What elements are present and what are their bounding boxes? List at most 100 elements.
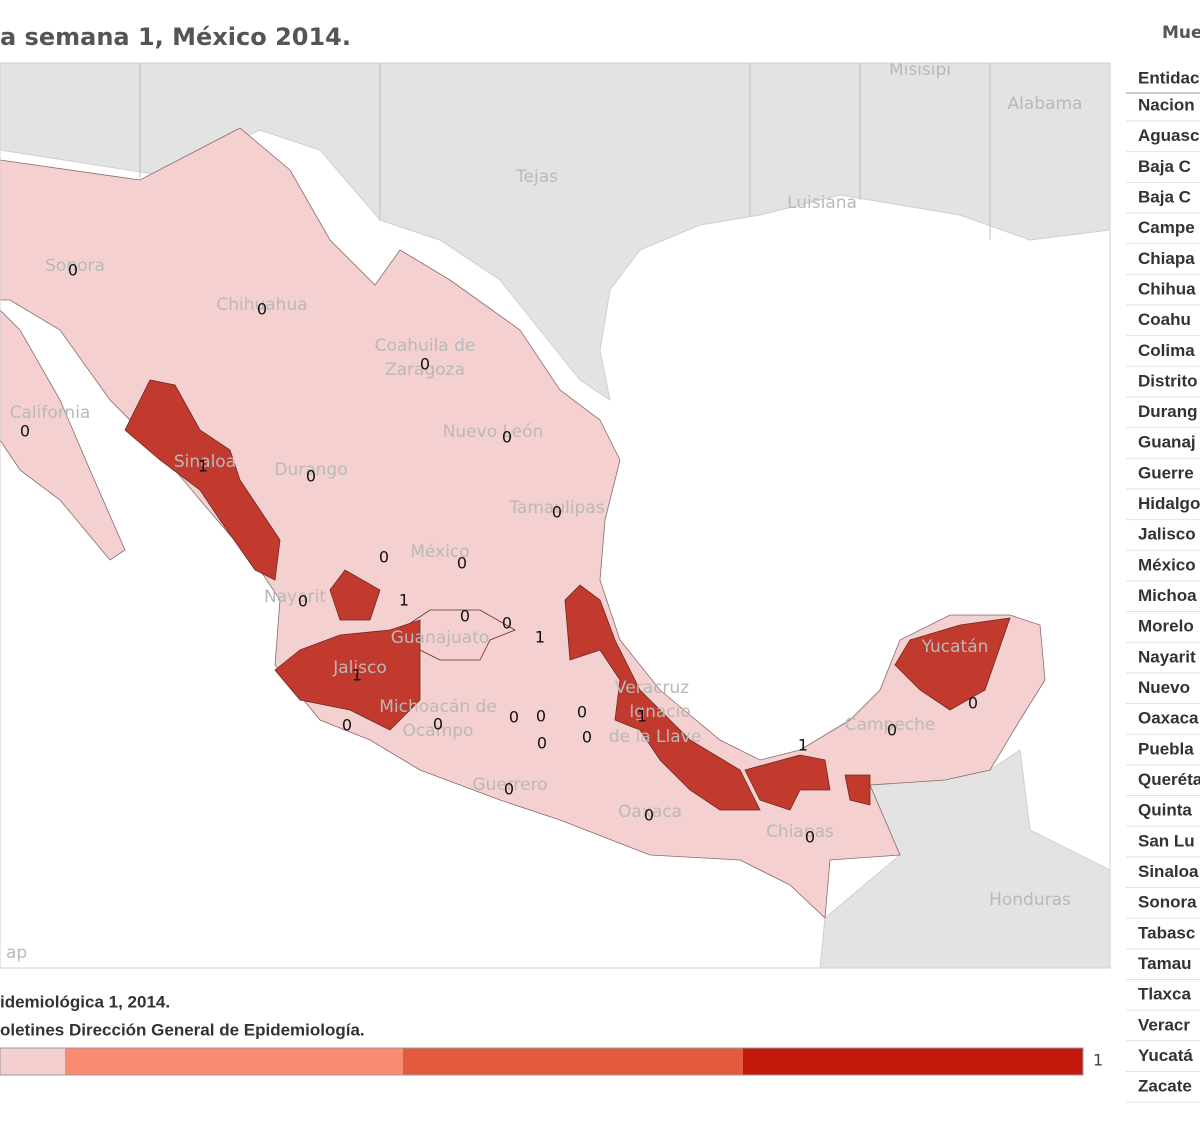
table-row: Puebla <box>1138 739 1194 758</box>
place-label: Veracruz <box>615 678 689 698</box>
region-value: 0 <box>805 828 815 847</box>
place-label: Nayarit <box>264 587 326 607</box>
table-row: México <box>1138 555 1196 574</box>
region <box>844 774 871 806</box>
region-value: 0 <box>644 806 654 825</box>
map-frame <box>0 62 1111 969</box>
map: Misisipi Alabama Tejas Luisiana Sonora Chihua… <box>0 60 1110 968</box>
table-row: Nacion <box>1138 95 1195 114</box>
region-value: 0 <box>298 592 308 611</box>
region-value: 0 <box>536 707 546 726</box>
region-value: 1 <box>352 666 362 685</box>
region-value: 0 <box>433 715 443 734</box>
place-label: Ocampo <box>403 721 474 741</box>
table-row: Hidalgo <box>1138 494 1200 513</box>
table-row: Chiapa <box>1138 249 1195 268</box>
legend-frame <box>0 1047 1084 1076</box>
region <box>894 617 1011 711</box>
place-label: ap <box>6 943 27 963</box>
region-value: 0 <box>460 607 470 626</box>
region <box>329 569 381 621</box>
region-value: 0 <box>502 428 512 447</box>
place-label: California <box>10 403 91 423</box>
region-value: 0 <box>420 355 430 374</box>
region-value: 0 <box>509 708 519 727</box>
borders <box>139 63 991 240</box>
place-label: Nuevo León <box>443 422 544 442</box>
region-value: 0 <box>577 703 587 722</box>
region-value: 0 <box>68 261 78 280</box>
region-value: 1 <box>798 736 808 755</box>
region-value: 1 <box>399 591 409 610</box>
region-value: 1 <box>535 628 545 647</box>
region-value: 0 <box>552 503 562 522</box>
table-row: Tlaxca <box>1138 985 1191 1004</box>
side-title: Mue <box>1162 23 1200 43</box>
place-label: Luisiana <box>787 193 857 213</box>
place-label: Yucatán <box>921 637 989 657</box>
region-value: 0 <box>306 467 316 486</box>
place-label: Honduras <box>989 890 1071 910</box>
region-value: 0 <box>582 728 592 747</box>
table-header: Entidac <box>1138 68 1199 87</box>
region-value: 0 <box>379 548 389 567</box>
legend-swatch <box>65 1048 403 1075</box>
baja <box>0 309 126 561</box>
place-label: Jalisco <box>332 658 386 678</box>
place-label: Sinaloa <box>174 452 236 472</box>
table-row: Zacate <box>1138 1077 1192 1096</box>
table-row: Queréta <box>1138 770 1200 789</box>
region-value: 0 <box>257 300 267 319</box>
legend-swatch <box>743 1048 1083 1075</box>
place-label: Misisipi <box>889 60 951 80</box>
place-label: Guerrero <box>472 775 547 795</box>
region-value: 0 <box>457 554 467 573</box>
place-label: Chiapas <box>766 822 834 842</box>
table-row: Coahu <box>1138 310 1191 329</box>
table-row: Morelo <box>1138 617 1194 636</box>
table-row: Campe <box>1138 218 1195 237</box>
table-row: Oaxaca <box>1138 709 1199 728</box>
place-label: de la Llave <box>609 727 701 747</box>
title: a semana 1, México 2014. <box>0 23 351 51</box>
legend-max: 1 <box>1093 1051 1103 1070</box>
place-label: Oaxaca <box>618 802 682 822</box>
place-label: Tamaulipas <box>508 498 604 518</box>
region-value: 0 <box>968 694 978 713</box>
place-label: México <box>410 542 469 562</box>
table: Entidac Nacion Aguasc Baja C Baja C Campe Chi… <box>1126 68 1200 1103</box>
table-row: Jalisco <box>1138 525 1196 544</box>
footer-line: oletines Dirección General de Epidemiolo… <box>0 1020 365 1039</box>
region <box>399 609 516 661</box>
table-row: Durang <box>1138 402 1198 421</box>
table-row: Guerre <box>1138 463 1194 482</box>
region <box>744 754 831 811</box>
place-label: Alabama <box>1008 94 1083 114</box>
table-row: Michoa <box>1138 586 1197 605</box>
place-label: Chihuahua <box>216 295 307 315</box>
table-row: Aguasc <box>1138 126 1199 145</box>
table-row: Yucatá <box>1138 1046 1193 1065</box>
table-row: Nayarit <box>1138 647 1196 666</box>
legend: 1 <box>0 1047 1103 1076</box>
us-land <box>0 63 1110 402</box>
legend-swatch <box>403 1048 743 1075</box>
region-value: 0 <box>887 721 897 740</box>
table-row: Distrito <box>1138 371 1198 390</box>
table-row: Tabasc <box>1138 923 1195 942</box>
table-row: Tamau <box>1138 954 1192 973</box>
table-row: Baja C <box>1138 187 1191 206</box>
place-label: Durango <box>274 460 347 480</box>
place-label: Zaragoza <box>385 360 465 380</box>
place-label: Campeche <box>845 715 936 735</box>
table-row: Veracr <box>1138 1015 1190 1034</box>
place-label: Tejas <box>515 167 558 187</box>
table-row: Baja C <box>1138 157 1191 176</box>
place-label: Ignacio <box>629 702 690 722</box>
legend-swatch <box>0 1048 65 1075</box>
border-line <box>139 63 991 240</box>
region <box>274 619 421 731</box>
